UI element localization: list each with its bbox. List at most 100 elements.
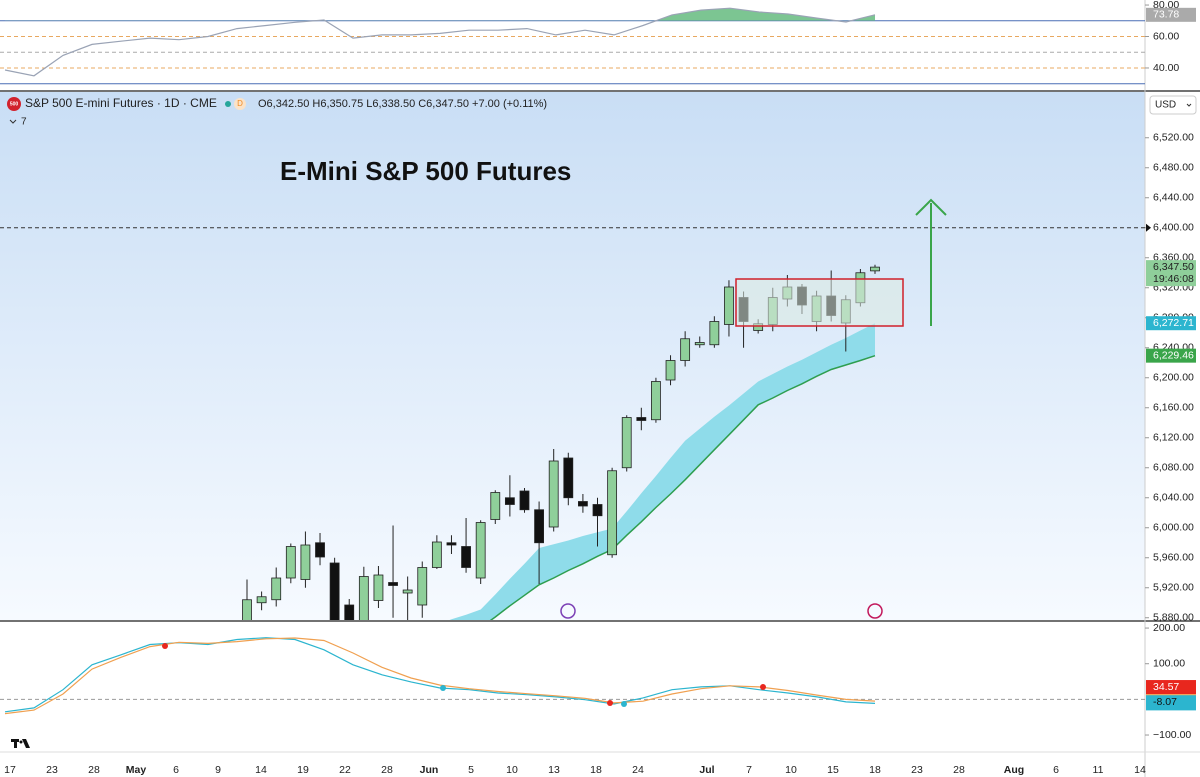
candle-body [694,342,705,346]
axes: 80.00 60.00 40.00 73.78 6,520.00 6,480.00 6,44… [4,0,1196,776]
event-icon[interactable] [867,603,883,619]
status-dot [225,101,231,107]
candle-body [592,504,603,517]
y-tick-label: 6,160.00 [1153,402,1194,414]
price-badge-label: 6,347.50 [1153,261,1194,273]
price-badge-label: -8.07 [1153,696,1177,708]
candle-body [300,544,311,580]
cross-dot [621,701,627,707]
cross-dot [440,685,446,691]
overbought-fill [5,8,875,21]
x-tick-label: Aug [1004,764,1024,776]
x-tick-label: 23 [911,764,923,776]
candle-body [417,567,428,606]
symbol-title[interactable]: S&P 500 E-mini Futures · 1D · CME [25,96,217,110]
x-tick-label: 9 [215,764,221,776]
consolidation-box [735,278,904,327]
y-tick-label: 6,120.00 [1153,432,1194,444]
candle-body [548,460,559,528]
x-tick-label: 18 [869,764,881,776]
x-tick-label: 13 [548,764,560,776]
candle-body [446,542,457,546]
candle-body [504,497,515,505]
cross-dot [607,700,613,706]
currency-chevron [1186,103,1192,107]
series-line [4,637,876,713]
ribbon-area [449,323,875,620]
candle-body [242,599,252,620]
x-tick-label: 18 [590,764,602,776]
x-tick-label: 11 [1093,764,1104,776]
event-icon[interactable] [560,603,576,619]
oscillator-panel [0,637,1145,715]
candle-body [373,574,384,601]
x-tick-label: 5 [468,764,474,776]
collapse-chevron[interactable] [9,119,17,124]
price-badge [1146,260,1196,287]
x-tick-label: 10 [785,764,797,776]
level-marker [1146,223,1151,232]
price-badge-label: 6,272.71 [1153,317,1194,329]
candle-body [285,546,296,579]
chart-title: E-Mini S&P 500 Futures [280,156,571,186]
candle-body [475,522,486,579]
x-tick-label: 28 [381,764,393,776]
y-tick-label: 6,080.00 [1153,462,1194,474]
price-badge [1146,348,1196,363]
x-tick-label: Jun [420,764,439,776]
x-tick-label: 7 [746,764,752,776]
x-tick-label: 15 [827,764,839,776]
candle-body [563,457,574,499]
indicator-count[interactable]: 7 [21,117,27,128]
logo-text: 500 [10,101,19,107]
y-tick-label: 6,480.00 [1153,162,1194,174]
candle-body [431,541,442,568]
y-tick-label: 5,880.00 [1153,612,1194,624]
y-tick-label: 5,960.00 [1153,552,1194,564]
candle-body [461,546,471,568]
x-tick-label: 6 [1053,764,1059,776]
y-tick-label: 200.00 [1153,622,1185,634]
price-badge-label: 34.57 [1153,681,1179,693]
x-tick-label: May [126,764,147,776]
candle-body [578,501,588,507]
flag-badge [234,98,246,110]
x-tick-label: 24 [632,764,644,776]
x-tick-label: Jul [699,764,714,776]
cross-dot [162,643,168,649]
y-tick-label: −100.00 [1153,729,1191,741]
y-tick-label: 80.00 [1153,0,1179,11]
candle-body [724,286,734,325]
y-tick-label: 40.00 [1153,62,1179,74]
x-tick-label: 14 [1134,764,1146,776]
price-badge [1146,680,1196,695]
y-tick-label: 60.00 [1153,30,1179,42]
ribbon-lower-line [489,354,876,620]
candle-body [709,321,720,346]
candle-body [651,381,661,421]
x-tick-label: 6 [173,764,179,776]
price-badge [1146,695,1196,710]
x-tick-label: 28 [953,764,965,776]
candle-body [519,490,530,511]
candle-body [607,470,618,556]
x-tick-label: 17 [4,764,16,776]
currency-button[interactable] [1149,95,1197,115]
candle-body [621,417,632,469]
x-tick-label: 28 [88,764,100,776]
countdown: 19:46:08 [1153,273,1194,285]
candle-body [388,582,398,586]
tv-logo [11,739,30,748]
candle-body [256,596,267,604]
x-tick-label: 10 [506,764,518,776]
y-tick-label: 6,200.00 [1153,372,1194,384]
candle-body [329,562,340,620]
series-line [4,637,876,715]
symbol-logo [7,97,21,111]
y-tick-label: 100.00 [1153,657,1185,669]
candle-body [870,266,880,272]
candle-body [636,417,647,421]
candle-body [665,360,676,381]
flag-text: D [237,99,243,108]
